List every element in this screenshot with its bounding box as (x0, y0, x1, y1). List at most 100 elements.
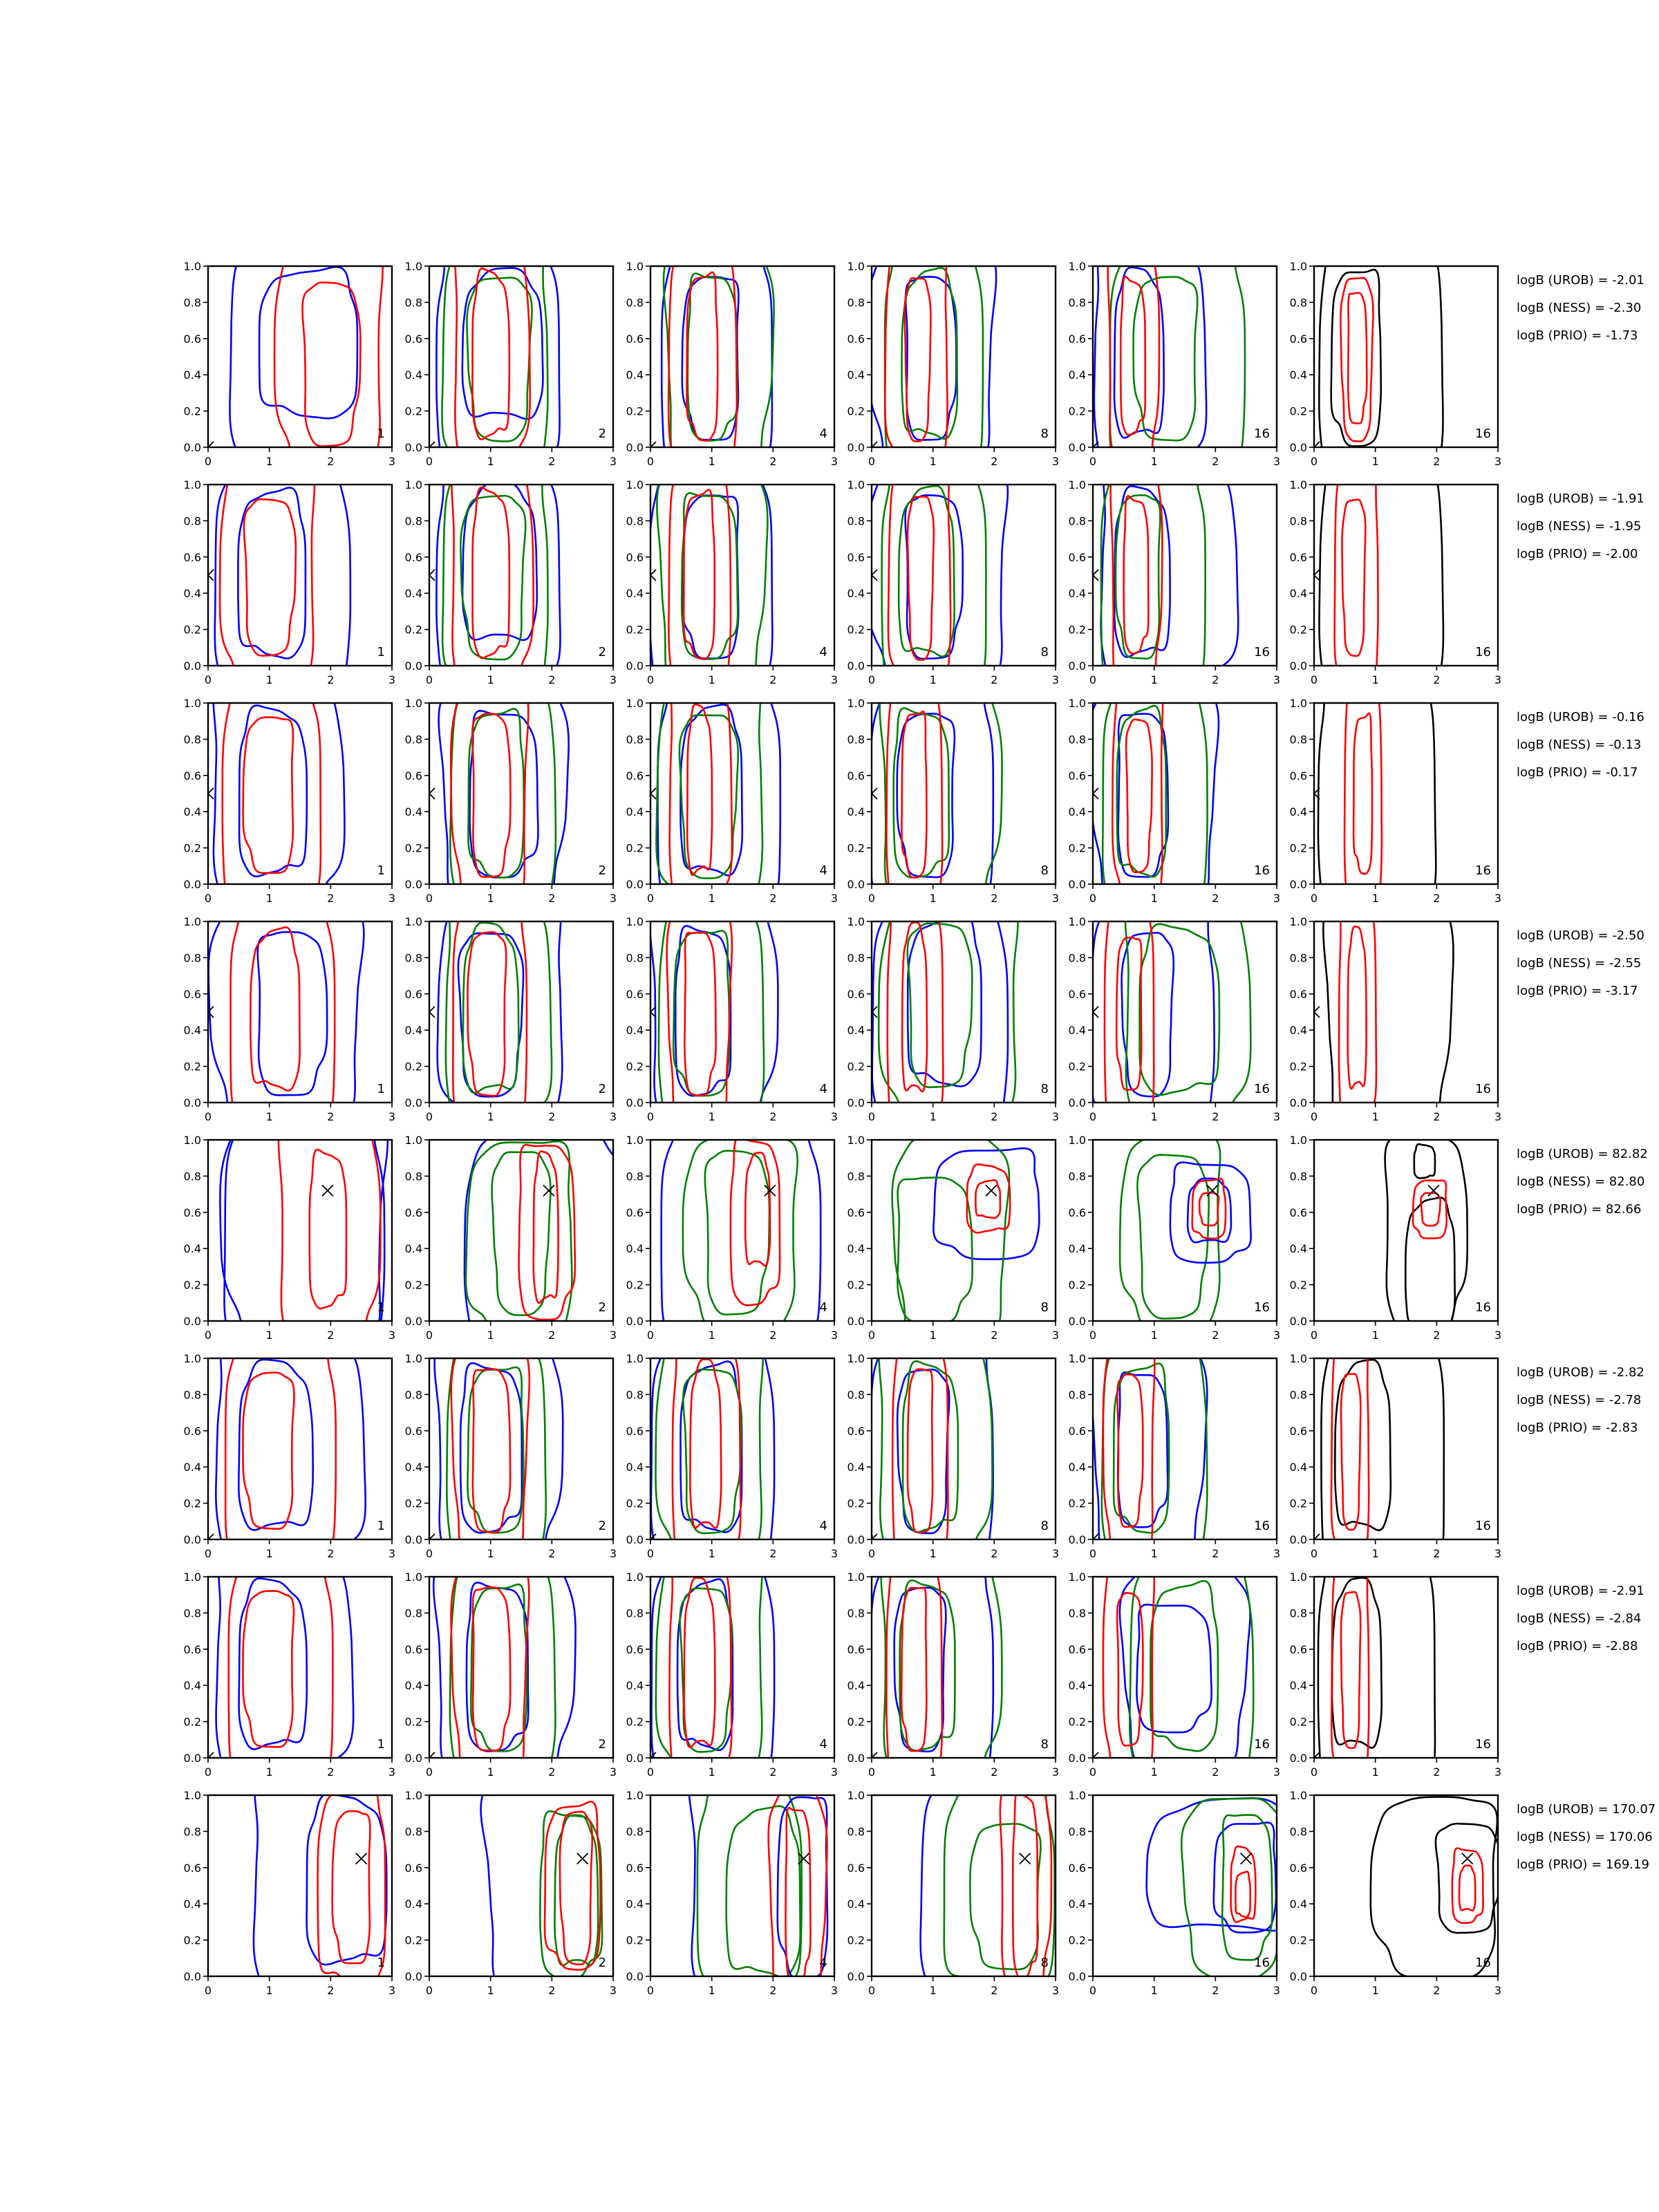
y-tick-label: 0.4 (1069, 1897, 1086, 1911)
y-tick-label: 0.2 (1069, 1497, 1086, 1510)
true-value-marker (650, 569, 657, 581)
contour-b-2 (1212, 1821, 1277, 1933)
y-tick-label: 0.6 (1069, 1862, 1086, 1875)
x-tick-label: 0 (426, 455, 433, 468)
axes-frame (870, 1575, 1057, 1759)
y-tick-label: 1.0 (626, 1571, 644, 1584)
x-tick-label: 2 (548, 1765, 555, 1779)
x-tick-label: 1 (266, 1329, 273, 1342)
panel-label: 8 (1041, 1737, 1049, 1752)
y-tick-label: 0.6 (626, 1862, 644, 1875)
y-tick-label: 1.0 (847, 1789, 865, 1802)
true-value-marker (650, 1533, 657, 1539)
contour-k-2 (1434, 1822, 1498, 1934)
subplot-r1-c6: 0 1 2 3 0.0 0.2 0.4 0.6 0.8 1.0 16 (1290, 260, 1502, 468)
y-tick-label: 0.0 (1069, 1315, 1086, 1328)
y-tick-label: 0.8 (847, 1606, 865, 1620)
x-tick-label: 3 (610, 1110, 617, 1123)
contour-r-4 (1458, 1864, 1477, 1912)
x-tick-label: 1 (1151, 892, 1158, 905)
contour-k-1 (1318, 266, 1444, 447)
logb-annotation: logB (UROB) = -0.16 (1517, 710, 1644, 724)
x-tick-label: 3 (831, 1547, 838, 1560)
contour-r-4 (308, 1148, 348, 1310)
y-tick-label: 0.6 (405, 332, 422, 346)
y-tick-label: 1.0 (626, 915, 644, 928)
contour-r-4 (301, 281, 362, 447)
y-tick-label: 0.2 (626, 842, 644, 855)
y-tick-label: 0.6 (1290, 1643, 1307, 1656)
y-tick-label: 0.8 (405, 1825, 422, 1838)
subplot-r1-c4: 0 1 2 3 0.0 0.2 0.4 0.6 0.8 1.0 8 (847, 260, 1060, 468)
contour-g-3 (704, 1150, 771, 1316)
x-tick-label: 2 (1212, 1984, 1219, 1997)
x-tick-label: 1 (709, 1547, 715, 1560)
y-tick-label: 0.0 (184, 1533, 201, 1546)
y-tick-label: 0.4 (626, 1024, 644, 1037)
contour-r-5 (668, 703, 733, 884)
axes-frame (428, 1794, 615, 1978)
contour-r-4 (518, 1143, 577, 1321)
subplot-r8-c6: 0 1 2 3 0.0 0.2 0.4 0.6 0.8 1.0 16 (1290, 1789, 1502, 1997)
contour-layer (872, 266, 997, 447)
x-tick-label: 3 (388, 1765, 395, 1779)
x-tick-label: 3 (1494, 673, 1501, 686)
y-tick-label: 0.2 (1290, 1716, 1307, 1729)
y-tick-label: 0.8 (847, 296, 865, 309)
x-tick-label: 3 (610, 455, 617, 468)
true-value-marker (429, 569, 435, 581)
y-tick-label: 0.8 (1069, 1825, 1086, 1838)
y-tick-label: 0.6 (184, 1425, 201, 1438)
contour-r-3 (218, 485, 316, 666)
y-tick-label: 0.2 (847, 624, 865, 637)
contour-b-1 (650, 485, 774, 666)
logb-annotation: logB (PRIO) = -2.00 (1517, 547, 1638, 561)
y-tick-label: 0.0 (184, 1096, 201, 1109)
logb-annotation: logB (UROB) = 82.82 (1517, 1147, 1648, 1161)
y-tick-label: 0.2 (847, 1934, 865, 1947)
y-tick-label: 0.2 (184, 842, 201, 855)
subplot-r2-c3: 0 1 2 3 0.0 0.2 0.4 0.6 0.8 1.0 4 (626, 478, 838, 686)
y-tick-label: 1.0 (405, 915, 422, 928)
subplot-r1-c5: 0 1 2 3 0.0 0.2 0.4 0.6 0.8 1.0 16 (1069, 260, 1281, 468)
axes-frame (1313, 1357, 1499, 1541)
logb-annotation: logB (PRIO) = -2.83 (1517, 1421, 1638, 1435)
y-tick-label: 0.6 (184, 1643, 201, 1656)
y-tick-label: 0.4 (626, 805, 644, 818)
contour-g-3 (897, 1177, 974, 1321)
y-tick-label: 0.2 (1069, 624, 1086, 637)
y-tick-label: 0.0 (847, 441, 865, 454)
y-tick-label: 0.8 (1290, 1606, 1307, 1620)
logb-annotation: logB (PRIO) = -2.88 (1517, 1639, 1638, 1653)
contour-g-3 (655, 1577, 763, 1758)
axes-frame (649, 483, 836, 667)
contour-b-1 (660, 1140, 822, 1321)
y-tick-label: 0.6 (626, 1206, 644, 1219)
contour-g-3 (969, 1823, 1042, 1971)
y-tick-label: 0.4 (847, 805, 865, 818)
y-tick-label: 0.6 (1290, 988, 1307, 1001)
y-tick-label: 0.0 (626, 1096, 644, 1109)
x-tick-label: 1 (487, 1765, 494, 1779)
x-tick-label: 1 (1151, 1984, 1158, 1997)
panel-label: 2 (599, 863, 606, 878)
y-tick-label: 0.6 (405, 1862, 422, 1875)
contour-b-1 (650, 921, 779, 1103)
contour-g-4 (1221, 1814, 1273, 1961)
contour-r-5 (891, 1358, 949, 1539)
true-value-marker (650, 1006, 657, 1018)
x-tick-label: 0 (205, 455, 212, 468)
axes-frame (649, 702, 836, 885)
x-tick-label: 2 (548, 1329, 555, 1342)
y-tick-label: 0.2 (847, 842, 865, 855)
y-tick-label: 0.6 (626, 1643, 644, 1656)
y-tick-label: 0.4 (405, 368, 422, 382)
true-value-marker (208, 1533, 214, 1539)
logb-annotation: logB (NESS) = -0.13 (1517, 738, 1641, 752)
contour-b-2 (1121, 932, 1175, 1098)
subplot-r2-c4: 0 1 2 3 0.0 0.2 0.4 0.6 0.8 1.0 8 (847, 478, 1060, 686)
y-tick-label: 0.2 (626, 1279, 644, 1292)
y-tick-label: 0.0 (847, 878, 865, 891)
x-tick-label: 2 (1212, 1765, 1219, 1779)
y-tick-label: 0.2 (1069, 842, 1086, 855)
